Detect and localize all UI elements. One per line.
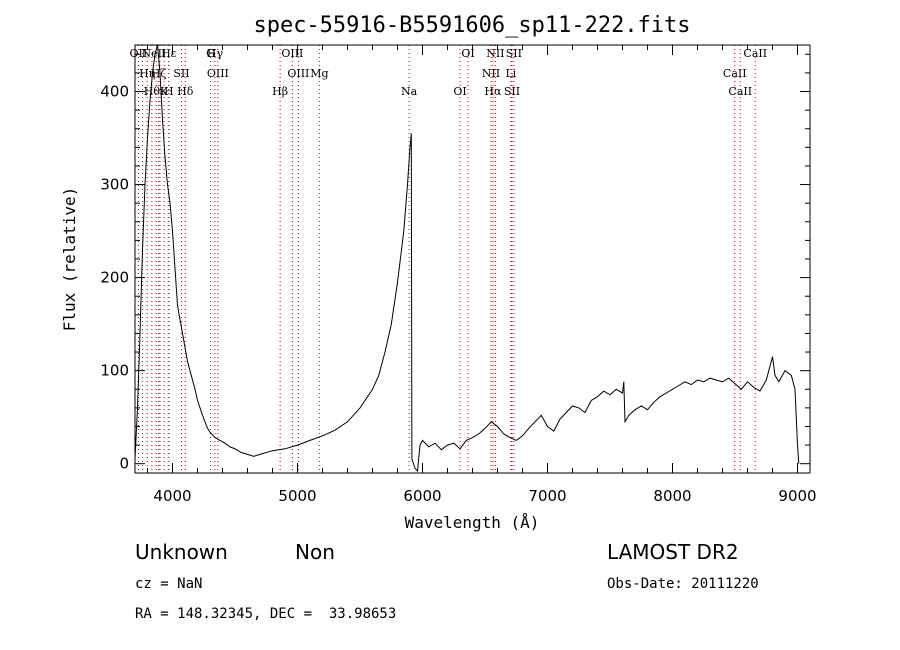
spectral-line-markers: OIIHηHθNeIIIHζKHεSIIHδHγOIIIHβOIIIOIIIOI… [130, 45, 767, 473]
absorption-marker-label: G [206, 47, 215, 60]
emission-marker-label: SII [506, 47, 522, 60]
emission-marker-label: Hζ [151, 67, 167, 80]
emission-marker-label: NeIII [142, 47, 171, 60]
emission-marker-label: Hβ [272, 85, 288, 98]
x-tick-label: 4000 [153, 487, 191, 505]
x-axis-ticks: 4000 5000 6000 7000 8000 9000 [147, 45, 817, 505]
y-axis-ticks: 0 100 200 300 400 [100, 53, 810, 473]
emission-marker-label: CaII [743, 47, 767, 60]
emission-marker-label: Hγ [207, 47, 224, 60]
emission-marker-label: SII [504, 85, 520, 98]
x-axis-label: Wavelength (Å) [405, 513, 540, 532]
y-tick-label: 400 [100, 83, 129, 101]
x-tick-label: 5000 [278, 487, 316, 505]
obs-date: Obs-Date: 20111220 [607, 576, 759, 592]
emission-marker-label: Hα [484, 85, 502, 98]
emission-marker-label: CaII [723, 67, 747, 80]
emission-marker-label: OIII [287, 67, 309, 80]
emission-marker-label: OIII [207, 67, 229, 80]
redshift-readout: cz = NaN [135, 576, 203, 592]
chart-title: spec-55916-B5591606_sp11-222.fits [253, 13, 690, 38]
emission-marker-label: Hθ [144, 85, 161, 98]
absorption-marker-label: Na [401, 85, 418, 98]
y-tick-label: 300 [100, 176, 129, 194]
emission-marker-label: OII [130, 47, 148, 60]
spectrum-line [134, 44, 800, 473]
y-tick-label: 200 [100, 269, 129, 287]
emission-marker-label: OIII [281, 47, 303, 60]
object-class: Unknown [135, 540, 228, 564]
emission-marker-label: SII [173, 67, 189, 80]
emission-marker-label: OI [453, 85, 466, 98]
emission-marker-label: K [160, 85, 169, 98]
coordinates: RA = 148.32345, DEC = 33.98653 [135, 606, 397, 622]
y-axis-label: Flux (relative) [60, 187, 79, 332]
x-tick-label: 9000 [778, 487, 816, 505]
absorption-marker-label: Mg [310, 67, 328, 80]
x-tick-label: 7000 [528, 487, 566, 505]
object-subclass: Non [295, 540, 335, 564]
emission-marker-label: Li [505, 67, 516, 80]
emission-marker-label: NII [482, 67, 500, 80]
x-tick-label: 8000 [653, 487, 691, 505]
emission-marker-label: NII [486, 47, 504, 60]
absorption-marker-label: H [164, 85, 174, 98]
emission-marker-label: Hη [139, 67, 155, 80]
plot-frame [134, 44, 811, 474]
emission-marker-label: OI [461, 47, 474, 60]
emission-marker-label: CaII [728, 85, 752, 98]
emission-marker-label: Hδ [177, 85, 194, 98]
x-tick-label: 6000 [403, 487, 441, 505]
y-tick-label: 100 [100, 362, 129, 380]
y-tick-label: 0 [119, 455, 129, 473]
survey-name: LAMOST DR2 [607, 540, 739, 564]
